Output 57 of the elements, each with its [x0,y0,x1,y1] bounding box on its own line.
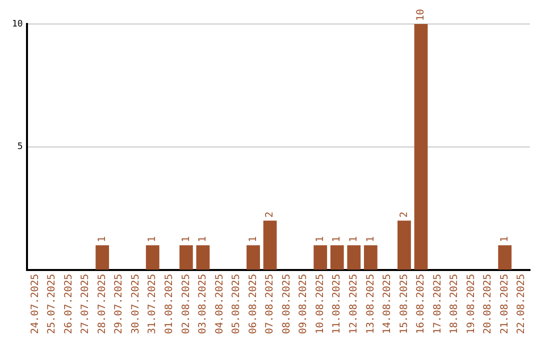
bar [398,220,411,270]
bar [498,245,512,270]
data-label: 1 [180,236,192,242]
x-tick-label: 25.07.2025 [46,274,58,334]
bar [196,245,210,270]
x-tick-label: 31.07.2025 [147,274,158,334]
data-label: 1 [198,236,209,242]
x-tick-label: 01.08.2025 [164,274,175,334]
bar [179,245,193,270]
data-label: 1 [314,236,326,242]
x-tick-label: 22.08.2025 [516,274,528,334]
x-tick-label: 02.08.2025 [180,274,192,334]
x-tick-label: 12.08.2025 [348,274,360,334]
x-tick-label: 09.08.2025 [298,274,310,334]
x-tick-label: 04.08.2025 [214,274,226,334]
data-label: 2 [398,212,410,218]
y-tick-label: 5 [17,142,23,152]
x-tick-label: 19.08.2025 [466,274,477,334]
data-label: 1 [147,236,158,242]
x-tick-label: 05.08.2025 [231,274,242,334]
x-tick-label: 29.07.2025 [114,274,125,334]
x-tick-label: 06.08.2025 [248,274,259,334]
x-tick-label: 08.08.2025 [281,274,292,334]
bar [364,245,378,270]
bar [414,24,428,270]
bar [330,245,344,270]
bar [347,245,361,270]
data-label: 1 [499,236,510,242]
bar [263,220,277,270]
data-label: 10 [416,8,427,21]
x-tick-label: 20.08.2025 [482,274,494,334]
data-label: 1 [248,236,259,242]
x-tick-label: 13.08.2025 [365,274,376,334]
x-tick-label: 18.08.2025 [449,274,460,334]
x-tick-label: 27.07.2025 [80,274,92,334]
data-label: 1 [365,236,376,242]
bar [314,245,328,270]
x-tick-label: 03.08.2025 [198,274,209,334]
x-tick-label: 14.08.2025 [382,274,394,334]
data-label: 1 [332,236,343,242]
x-tick-label: 28.07.2025 [96,274,108,334]
data-label: 1 [96,236,108,242]
bar [246,245,260,270]
x-tick-label: 10.08.2025 [314,274,326,334]
x-tick-label: 07.08.2025 [264,274,276,334]
data-label: 1 [348,236,360,242]
data-label: 2 [264,212,276,218]
x-tick-label: 11.08.2025 [332,274,343,334]
x-tick-label: 21.08.2025 [499,274,510,334]
x-tick-label: 16.08.2025 [416,274,427,334]
x-tick-label: 24.07.2025 [30,274,41,334]
x-tick-label: 26.07.2025 [63,274,74,334]
bar [96,245,110,270]
x-tick-label: 15.08.2025 [398,274,410,334]
x-tick-label: 17.08.2025 [432,274,444,334]
bar [146,245,160,270]
x-tick-label: 30.07.2025 [130,274,142,334]
